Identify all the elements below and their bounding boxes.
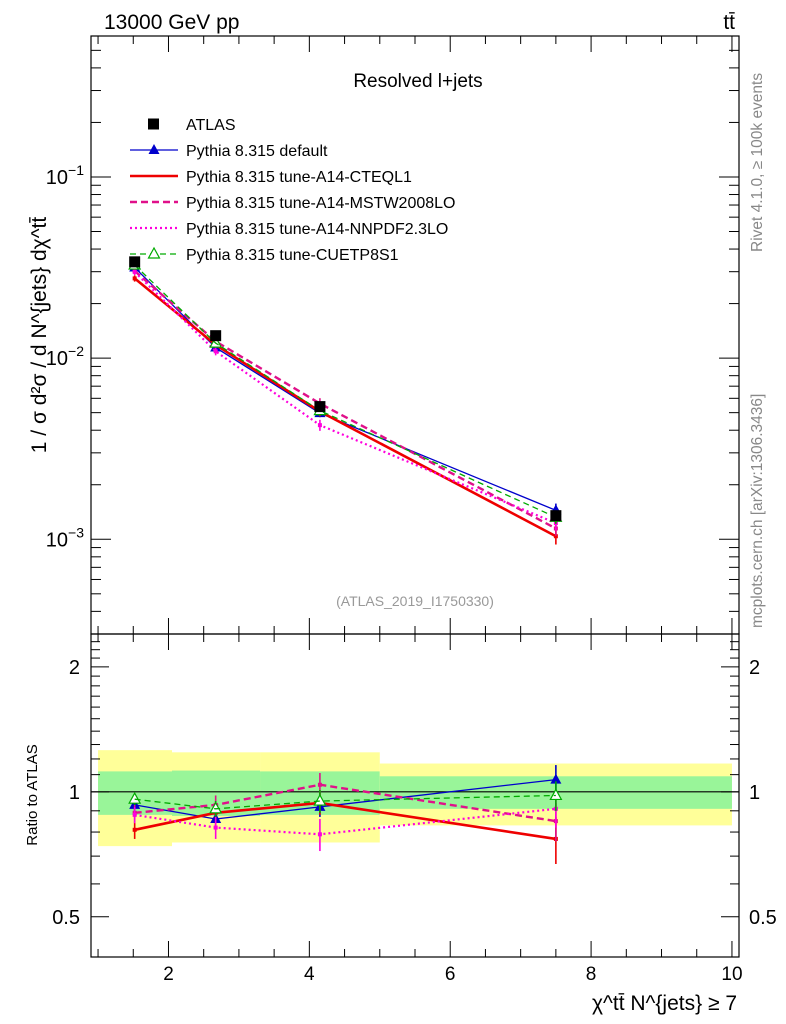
x-tick-label: 4 <box>304 964 315 985</box>
series-main-4 <box>128 257 563 524</box>
rivet-version-label: Rivet 4.1.0, ≥ 100k events <box>749 73 766 252</box>
ratio-tick-label-right: 2 <box>749 657 760 679</box>
ratio-tick-label-left: 0.5 <box>52 907 80 929</box>
series-marker <box>128 791 142 804</box>
series-line <box>134 783 557 823</box>
series-ratio-4 <box>128 781 563 817</box>
series-line <box>134 807 556 836</box>
series-line <box>133 271 557 525</box>
ratio-y-axis-title: Ratio to ATLAS <box>24 744 41 845</box>
series-marker <box>209 801 223 814</box>
analysis-id-label: (ATLAS_2019_I1750330) <box>336 593 494 609</box>
atlas-data-point <box>550 510 562 522</box>
y-tick-label: 10−1 <box>46 162 84 189</box>
process-label: tt̄ <box>723 11 735 34</box>
series-main-2 <box>132 267 558 536</box>
series-marker <box>147 246 161 259</box>
energy-label: 13000 GeV pp <box>104 11 239 34</box>
series-marker <box>550 773 562 784</box>
series-line <box>134 264 557 518</box>
series-marker <box>313 793 327 806</box>
atlas-data-point <box>129 256 141 268</box>
series-line <box>134 794 556 810</box>
x-tick-label: 8 <box>586 964 597 985</box>
series-line <box>133 277 557 538</box>
series-main-1 <box>132 275 558 545</box>
series-line <box>134 778 556 820</box>
series-marker <box>213 349 218 354</box>
main-panel: 10−1 10−2 10−3 Resolved l+jets (ATLAS_2019… <box>46 35 740 635</box>
x-tick-label: 10 <box>721 964 742 985</box>
legend-label: Pythia 8.315 tune-CUETP8S1 <box>186 247 399 264</box>
legend-label: Pythia 8.315 default <box>186 143 328 160</box>
series-marker <box>549 788 563 801</box>
legend-label: Pythia 8.315 tune-A14-MSTW2008LO <box>186 195 455 212</box>
legend: ATLAS Pythia 8.315 default Pythia 8.315 tu… <box>130 117 455 264</box>
series-line <box>134 267 557 511</box>
legend-label-atlas: ATLAS <box>186 117 236 134</box>
ratio-tick-label-right: 1 <box>749 782 760 804</box>
series-main-3 <box>132 268 558 531</box>
y-axis-title: 1 / σ d²σ / d N^{jets} dχ^tt̄ <box>28 217 51 454</box>
y-tick-label: 10−3 <box>46 524 84 551</box>
x-axis-title: χ^tt̄ N^{jets} ≥ 7 <box>592 992 737 1015</box>
chart-title: Resolved l+jets <box>353 71 482 92</box>
ratio-tick-label-right: 0.5 <box>749 907 777 929</box>
y-tick-label: 10−2 <box>46 343 84 370</box>
legend-label: Pythia 8.315 tune-A14-NNPDF2.3LO <box>186 221 448 238</box>
legend-label: Pythia 8.315 tune-A14-CTEQL1 <box>186 169 412 186</box>
ratio-panel: 2 4 6 8 10 2 2 1 1 0.5 0.5 <box>52 633 777 985</box>
ratio-tick-label-left: 2 <box>69 657 80 679</box>
x-tick-label: 6 <box>445 964 456 985</box>
legend-swatch-atlas <box>148 118 159 130</box>
atlas-data-point <box>314 401 326 413</box>
series-main-0 <box>129 261 562 518</box>
x-tick-label: 2 <box>163 964 174 985</box>
series-marker <box>148 144 160 154</box>
ratio-tick-label-left: 1 <box>69 782 80 804</box>
series-line <box>133 270 557 530</box>
atlas-data-point <box>210 330 222 342</box>
source-label: mcplots.cern.ch [arXiv:1306.3436] <box>749 394 766 628</box>
